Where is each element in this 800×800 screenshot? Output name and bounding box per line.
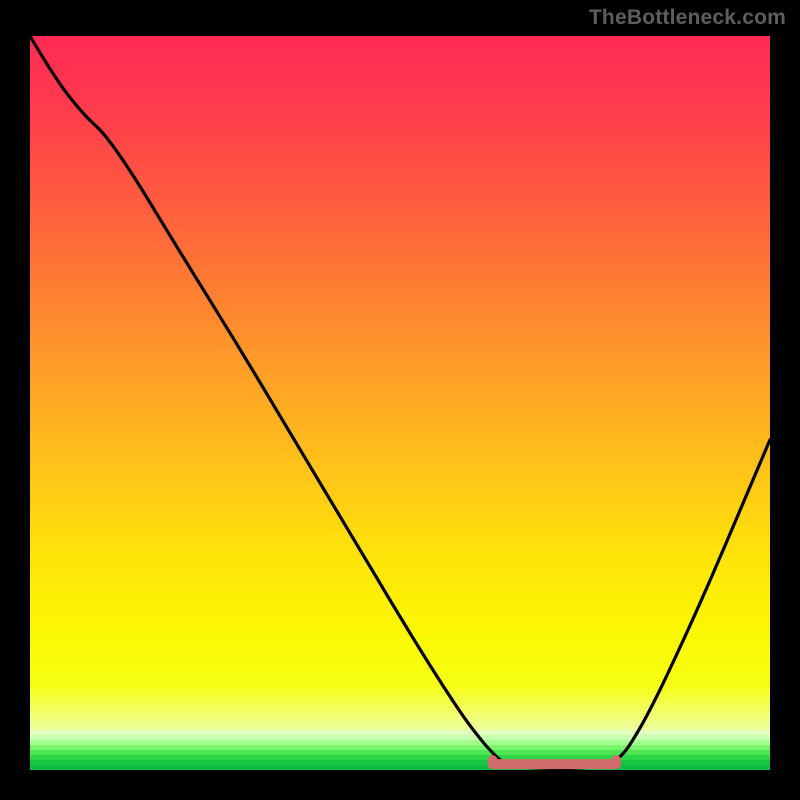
curve-overlay	[30, 36, 770, 770]
optimal-range-marker	[488, 755, 622, 765]
attribution-label: TheBottleneck.com	[589, 6, 786, 30]
chart-root: TheBottleneck.com	[0, 0, 800, 800]
bottleneck-curve	[30, 36, 770, 769]
plot-area	[30, 36, 770, 770]
